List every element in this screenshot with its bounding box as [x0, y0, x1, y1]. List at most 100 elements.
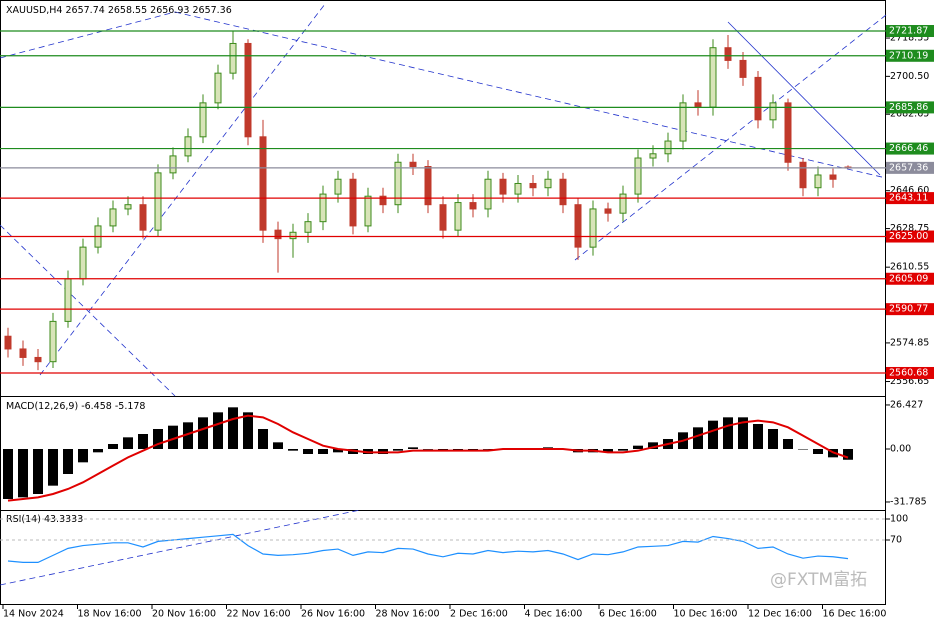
candle-body	[319, 193, 327, 223]
candle-body	[19, 348, 27, 358]
x-tick-label: 26 Nov 16:00	[301, 609, 365, 620]
y-tick-label: 2700.50	[890, 71, 929, 82]
frame	[0, 0, 886, 605]
candle-body	[139, 204, 147, 231]
x-tick-label: 4 Dec 16:00	[525, 609, 583, 620]
macd-bar	[168, 425, 178, 449]
level-label: 2643.11	[889, 193, 928, 204]
x-tick-label: 22 Nov 16:00	[227, 609, 291, 620]
level-label: 2657.36	[889, 162, 928, 173]
y-tick-label: 2646.60	[890, 185, 929, 196]
candle-body	[739, 59, 747, 78]
macd-bar	[813, 449, 823, 454]
macd-bar	[783, 439, 793, 449]
macd-bar	[93, 449, 103, 453]
x-tick-label: 20 Nov 16:00	[152, 609, 216, 620]
candle-body	[754, 76, 762, 121]
macd-bar	[213, 412, 223, 449]
x-tick-label: 12 Dec 16:00	[748, 609, 812, 620]
macd-bar	[33, 449, 43, 494]
level-label: 2710.19	[889, 50, 928, 61]
candle-body	[304, 221, 312, 233]
macd-bar	[603, 449, 613, 453]
x-tick-label: 14 Nov 2024	[3, 609, 64, 620]
candle-body	[799, 161, 807, 189]
candle-body	[439, 204, 447, 231]
candle-body	[499, 178, 507, 195]
y-tick-label: 100	[890, 513, 908, 524]
candle-body	[529, 182, 537, 189]
macd-bar	[693, 427, 703, 449]
candle-body	[184, 136, 192, 157]
x-tick-label: 2 Dec 16:00	[450, 609, 508, 620]
candle-body	[349, 178, 357, 227]
candle-body	[694, 102, 702, 108]
macd-bar	[303, 449, 313, 454]
candle-body	[574, 204, 582, 248]
candle-body	[364, 195, 372, 227]
y-tick-label: 2682.65	[890, 109, 929, 120]
candle-body	[559, 178, 567, 206]
level-label: 2721.87	[889, 26, 928, 37]
candle-body	[589, 208, 597, 248]
macd-signal	[7, 414, 849, 502]
level-box	[886, 230, 934, 243]
candle-body	[829, 174, 837, 180]
macd-bar	[108, 444, 118, 449]
macd-bar	[123, 437, 133, 449]
candle-body	[379, 195, 387, 206]
level-box	[886, 161, 934, 174]
macd-bar	[138, 434, 148, 449]
x-tick-label: 28 Nov 16:00	[376, 609, 440, 620]
macd-bar	[648, 442, 658, 449]
macd-bar	[48, 449, 58, 486]
macd-bar	[633, 445, 643, 449]
x-tick-label: 6 Dec 16:00	[599, 609, 657, 620]
macd-bar	[618, 449, 628, 451]
trendline	[727, 21, 881, 176]
level-box	[886, 142, 934, 155]
candle-body	[274, 229, 282, 240]
candle-body	[394, 161, 402, 206]
level-box	[886, 366, 934, 379]
y-tick-label: 2574.85	[890, 337, 929, 348]
level-label: 2666.46	[889, 143, 928, 154]
candle-body	[784, 102, 792, 163]
y-tick-label: 2628.75	[890, 223, 929, 234]
candle-body	[154, 172, 162, 231]
rsi-label: RSI(14) 43.3333	[6, 514, 83, 525]
candle-body	[664, 140, 672, 155]
macd-bar	[708, 420, 718, 449]
candle-body	[469, 202, 477, 210]
candle-body	[49, 320, 57, 363]
macd-bar	[723, 417, 733, 449]
candle-body	[259, 136, 267, 231]
level-box	[886, 192, 934, 205]
candle-body	[619, 193, 627, 214]
candle-body	[79, 246, 87, 280]
y-tick-label: 2718.55	[890, 33, 929, 44]
macd-bar	[843, 449, 853, 460]
y-tick-label: 2610.55	[890, 262, 929, 273]
candle-body	[34, 356, 42, 363]
watermark: @FXTM富拓	[770, 570, 867, 590]
x-tick-label: 16 Dec 16:00	[823, 609, 887, 620]
macd-label: MACD(12,26,9) -6.458 -5.178	[6, 401, 145, 412]
macd-bar	[768, 429, 778, 449]
symbol: XAUUSD,H4 2657.74 2658.55 2656.93 2657.3…	[6, 5, 232, 16]
level-box	[886, 101, 934, 114]
candle-body	[724, 47, 732, 61]
macd-bar	[423, 449, 433, 450]
macd-bar	[798, 449, 808, 450]
candle-body	[634, 157, 642, 195]
macd-bar	[63, 449, 73, 474]
macd-bar	[258, 429, 268, 449]
candle-body	[334, 178, 342, 195]
y-tick-label: 2556.65	[890, 376, 929, 387]
x-tick-label: 18 Nov 16:00	[78, 609, 142, 620]
candle-body	[679, 102, 687, 142]
candle-body	[769, 102, 777, 121]
macd-bar	[198, 417, 208, 449]
level-box	[886, 303, 934, 316]
